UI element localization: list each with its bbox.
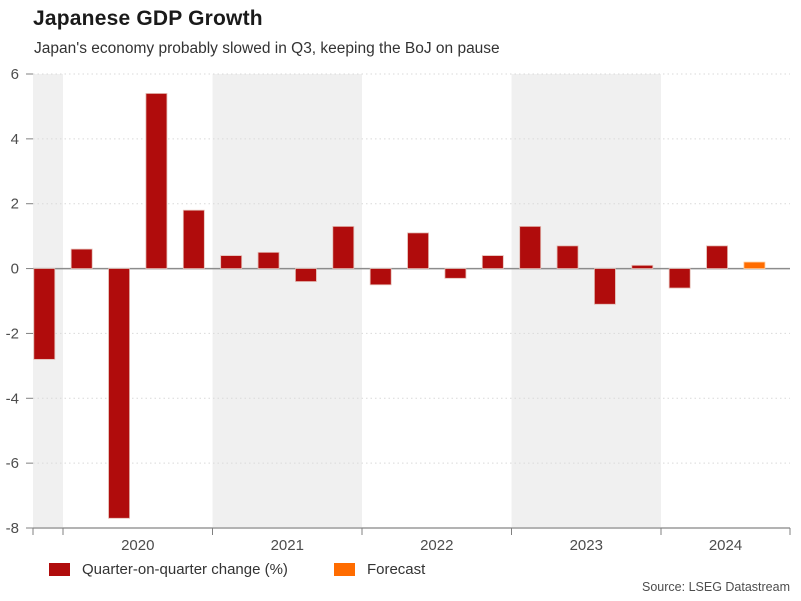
y-tick-label-4: 4 bbox=[11, 131, 19, 148]
legend-label-qoq-change: Quarter-on-quarter change (%) bbox=[82, 561, 288, 578]
source-note: Source: LSEG Datastream bbox=[642, 580, 790, 594]
legend: Quarter-on-quarter change (%) Forecast bbox=[49, 561, 425, 578]
y-tick-label--8: -8 bbox=[6, 520, 19, 537]
bar-2022-q4 bbox=[481, 255, 504, 269]
forecast-bar-2024-q3 bbox=[743, 261, 766, 269]
y-tick-label-6: 6 bbox=[11, 66, 19, 83]
legend-item-qoq-change: Quarter-on-quarter change (%) bbox=[49, 561, 288, 578]
x-year-label-2021: 2021 bbox=[271, 537, 304, 554]
bar-2021-q2 bbox=[257, 251, 280, 269]
bar-2023-q2 bbox=[556, 245, 579, 269]
legend-swatch-forecast bbox=[333, 563, 355, 576]
bar-2021-q4 bbox=[332, 226, 355, 269]
bar-2023-q4 bbox=[631, 264, 654, 269]
bar-2022-q1 bbox=[369, 268, 392, 286]
chart-subtitle: Japan's economy probably slowed in Q3, k… bbox=[34, 40, 500, 57]
chart-title: Japanese GDP Growth bbox=[33, 7, 263, 30]
bar-2020-q4 bbox=[182, 209, 205, 269]
bar-2020-q1 bbox=[70, 248, 93, 269]
x-year-label-2023: 2023 bbox=[570, 537, 603, 554]
x-year-label-2024: 2024 bbox=[709, 537, 742, 554]
bar-2023-q3 bbox=[594, 268, 616, 305]
y-tick-label-2: 2 bbox=[11, 196, 19, 213]
bar-2024-q2 bbox=[706, 245, 728, 269]
bar-2022-q3 bbox=[444, 268, 467, 279]
year-band-2021 bbox=[212, 74, 362, 528]
y-tick-label--2: -2 bbox=[6, 325, 19, 342]
bar-2019-q4 bbox=[33, 268, 56, 360]
bar-2024-q1 bbox=[668, 268, 691, 289]
bar-2022-q2 bbox=[407, 232, 429, 269]
legend-item-forecast: Forecast bbox=[333, 561, 426, 578]
y-tick-label--4: -4 bbox=[6, 390, 19, 407]
bar-2020-q2 bbox=[108, 268, 130, 519]
year-band-2023 bbox=[511, 74, 661, 528]
bar-2023-q1 bbox=[519, 226, 542, 269]
legend-label-forecast: Forecast bbox=[366, 561, 426, 578]
bar-2021-q3 bbox=[295, 268, 317, 282]
bar-2021-q1 bbox=[220, 255, 243, 269]
y-tick-label-0: 0 bbox=[11, 261, 19, 278]
bar-2020-q3 bbox=[145, 93, 168, 269]
legend-swatch-qoq-change bbox=[49, 563, 70, 576]
x-year-label-2022: 2022 bbox=[420, 537, 453, 554]
x-year-label-2020: 2020 bbox=[121, 537, 154, 554]
y-tick-label--6: -6 bbox=[6, 455, 19, 472]
